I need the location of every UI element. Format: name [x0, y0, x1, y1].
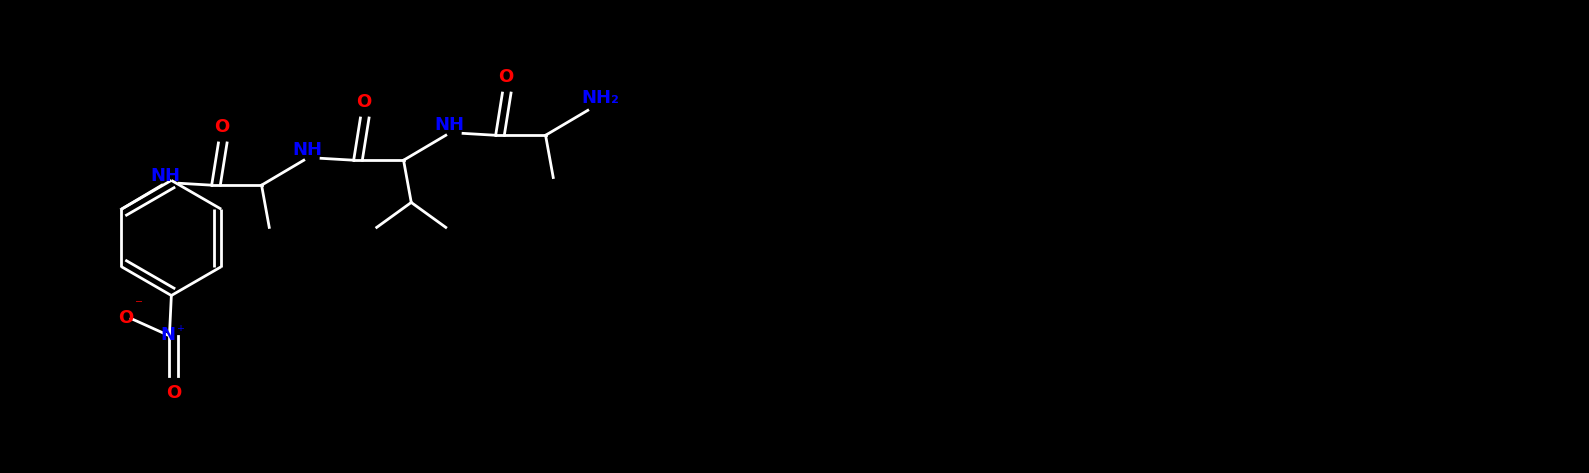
Text: NH: NH: [435, 116, 464, 134]
Text: N: N: [160, 326, 175, 344]
Text: NH: NH: [292, 140, 323, 158]
Text: O: O: [118, 308, 133, 326]
Text: NH₂: NH₂: [582, 89, 620, 107]
Text: O: O: [165, 385, 181, 403]
Text: ⁻: ⁻: [135, 298, 143, 313]
Text: O: O: [356, 93, 372, 111]
Text: NH: NH: [151, 166, 181, 184]
Text: O: O: [215, 118, 230, 136]
Text: ⁺: ⁺: [176, 324, 184, 339]
Text: O: O: [499, 68, 513, 86]
